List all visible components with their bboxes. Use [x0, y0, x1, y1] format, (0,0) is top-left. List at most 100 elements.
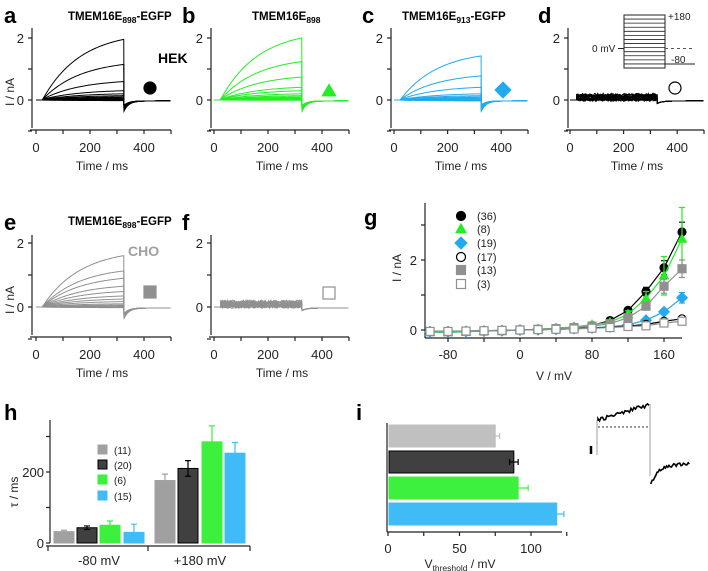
x-tick-label-e: 200: [79, 347, 101, 362]
current-trace-b: [214, 99, 349, 114]
current-trace-a: [36, 99, 171, 114]
current-trace-c: [394, 99, 528, 112]
x-tick-label-f: 200: [257, 347, 279, 362]
data-point: [677, 316, 687, 326]
error-bar: [508, 459, 519, 465]
x-tick-label-b: 200: [257, 140, 279, 155]
y-tick-label-a: 2: [17, 31, 24, 46]
panel-letter-a: a: [4, 3, 17, 28]
x-tick-label-i: 0: [384, 541, 391, 556]
xlabel-e: Time / ms: [76, 366, 128, 380]
error-bar: [185, 460, 191, 477]
data-point: [676, 233, 688, 243]
xlabel-c: Time / ms: [435, 159, 487, 173]
error-bar: [61, 529, 67, 534]
data-point: [657, 305, 671, 318]
protocol-hold-label: 0 mV: [592, 44, 616, 55]
category-label: -80 mV: [78, 553, 120, 568]
legend-label: (8): [477, 224, 490, 236]
bar: [388, 476, 519, 500]
ylabel-h: τ / ms: [7, 477, 21, 508]
inset-trace-tail: [650, 461, 690, 484]
bar: [388, 424, 496, 448]
current-trace-c: [394, 99, 528, 114]
marker-filled-square-icon: [143, 285, 157, 299]
x-tick-label-c: 0: [390, 140, 397, 155]
data-point: [623, 321, 633, 332]
marker-triangle-icon: [321, 83, 337, 97]
cell-label-cho: CHO: [128, 243, 159, 259]
xlabel-f: Time / ms: [256, 366, 308, 380]
legend-label: (36): [477, 211, 497, 223]
legend-label: (6): [114, 476, 126, 487]
ylabel-g: I / nA: [390, 254, 404, 282]
x-tick-label-g: 80: [585, 347, 599, 362]
error-bar: [107, 520, 113, 531]
y-tick-label-f: 0: [196, 300, 203, 315]
data-point: [461, 326, 471, 336]
xlabel-i: Vthreshold / mV: [425, 557, 496, 571]
title-c: TMEM16E913-EGFP: [402, 11, 506, 25]
legend-marker-open-circle-icon: [455, 251, 467, 263]
x-tick-label-g: 0: [516, 347, 523, 362]
marker-open-square-icon: [322, 286, 336, 300]
data-point: [443, 326, 453, 336]
error-bar: [232, 441, 238, 465]
data-point: [479, 326, 489, 336]
y-tick-label-d: 2: [553, 31, 560, 46]
x-tick-label-e: 0: [32, 347, 39, 362]
data-point: [677, 264, 687, 274]
y-tick-label-c: 0: [376, 93, 383, 108]
x-axis-h: [46, 545, 251, 551]
data-point: [675, 291, 689, 304]
y-tick-label-e: 2: [17, 236, 24, 251]
x-tick-label-d: 400: [666, 140, 688, 155]
current-trace-a: [36, 99, 171, 113]
bar: [388, 450, 515, 474]
bar: [388, 502, 558, 526]
x-tick-label-i: 100: [520, 541, 542, 556]
y-tick-label-d: 0: [553, 93, 560, 108]
ylabel-e: I / nA: [3, 286, 17, 314]
marker-filled-circle-icon: [143, 81, 157, 95]
data-point: [587, 323, 597, 333]
data-point: [569, 324, 579, 334]
data-point: [551, 324, 561, 334]
cell-label-hek: HEK: [158, 50, 188, 66]
panel-letter-h: h: [4, 400, 17, 425]
xlabel-g: V / mV: [536, 369, 572, 383]
protocol-bottom-label: -80: [671, 55, 686, 66]
panel-letter-e: e: [4, 210, 16, 235]
bar: [224, 452, 246, 544]
error-bar: [490, 433, 501, 439]
data-point: [641, 321, 651, 331]
current-trace-a: [36, 99, 171, 112]
legend-label: (11): [114, 446, 131, 457]
x-tick-label-c: 200: [437, 140, 459, 155]
panel-letter-c: c: [362, 3, 374, 28]
error-bar: [548, 511, 565, 517]
error-bar: [84, 525, 90, 531]
x-tick-label-b: 0: [210, 140, 217, 155]
error-bar: [209, 425, 215, 459]
x-tick-label-a: 400: [133, 140, 155, 155]
x-tick-label-a: 200: [79, 140, 101, 155]
current-trace-d: [570, 97, 704, 105]
xlabel-a: Time / ms: [76, 159, 128, 173]
panel-letter-b: b: [182, 3, 195, 28]
legend-swatch: [97, 444, 108, 455]
error-bar: [162, 473, 168, 488]
panel-letter-f: f: [182, 210, 190, 235]
legend-label: (15): [114, 492, 132, 503]
panel-letter-i: i: [356, 400, 362, 425]
legend-marker-diamond-icon: [454, 236, 468, 250]
x-tick-label-a: 0: [32, 140, 39, 155]
legend-label: (3): [477, 279, 490, 291]
x-tick-label-f: 400: [311, 347, 333, 362]
title-b: TMEM16E898: [252, 11, 321, 25]
protocol-top-label: +180: [668, 12, 691, 23]
x-tick-label-f: 0: [210, 347, 217, 362]
y-tick-label-g: 0: [410, 323, 417, 338]
